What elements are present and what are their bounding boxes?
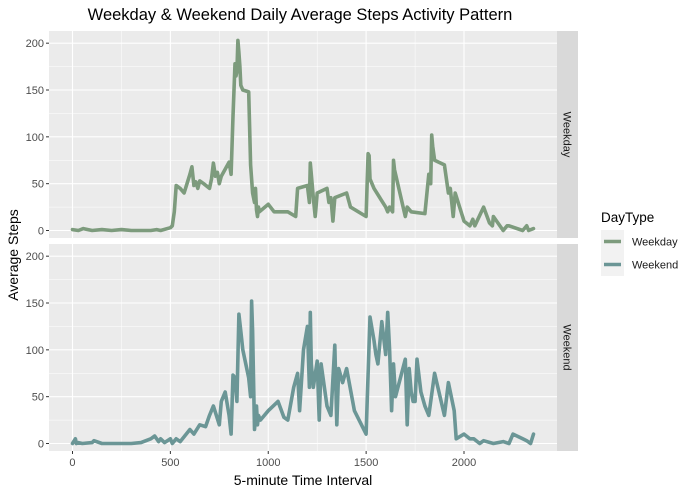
legend: DayType Weekday Weekend (601, 210, 678, 276)
facet-panels: 0 50 100 150 200 Weekday 0 50 100 150 200 Weekend (26, 31, 578, 451)
chart-title: Weekday & Weekend Daily Average Steps Ac… (88, 6, 513, 24)
facet-strip (557, 31, 578, 238)
legend-label: Weekday (632, 237, 678, 249)
y-tick-label: 0 (38, 226, 44, 238)
y-tick-label: 50 (32, 392, 44, 404)
panel-weekday: 0 50 100 150 200 Weekday (26, 31, 578, 238)
series-line-weekend (70, 299, 536, 446)
x-axis: 0 500 1000 1500 2000 (69, 451, 476, 469)
legend-title: DayType (601, 210, 654, 225)
panel-weekend: 0 50 100 150 200 Weekend (26, 244, 578, 451)
y-tick-label: 200 (26, 38, 44, 50)
y-tick-label: 150 (26, 298, 44, 310)
facet-strip (557, 244, 578, 451)
y-tick-label: 50 (32, 179, 44, 191)
y-tick-label: 100 (26, 132, 44, 144)
legend-item-weekday: Weekday (601, 230, 678, 253)
legend-item-weekend: Weekend (601, 253, 678, 276)
x-tick-label: 500 (161, 457, 179, 469)
facet-strip-label-weekday: Weekday (561, 112, 573, 158)
y-tick-label: 0 (38, 439, 44, 451)
legend-items: Weekday Weekend (601, 230, 678, 276)
panel-background (49, 31, 557, 238)
facet-strip-label-weekend: Weekend (561, 324, 573, 370)
x-tick-label: 0 (69, 457, 75, 469)
series-line-weekday (70, 38, 536, 233)
x-tick-label: 2000 (452, 457, 476, 469)
legend-label: Weekend (632, 260, 678, 272)
y-tick-label: 150 (26, 85, 44, 97)
y-tick-label: 200 (26, 251, 44, 263)
y-axis-title: Average Steps (5, 209, 21, 301)
x-axis-title: 5-minute Time Interval (234, 472, 373, 488)
y-tick-label: 100 (26, 345, 44, 357)
x-tick-label: 1000 (256, 457, 280, 469)
x-tick-label: 1500 (354, 457, 378, 469)
